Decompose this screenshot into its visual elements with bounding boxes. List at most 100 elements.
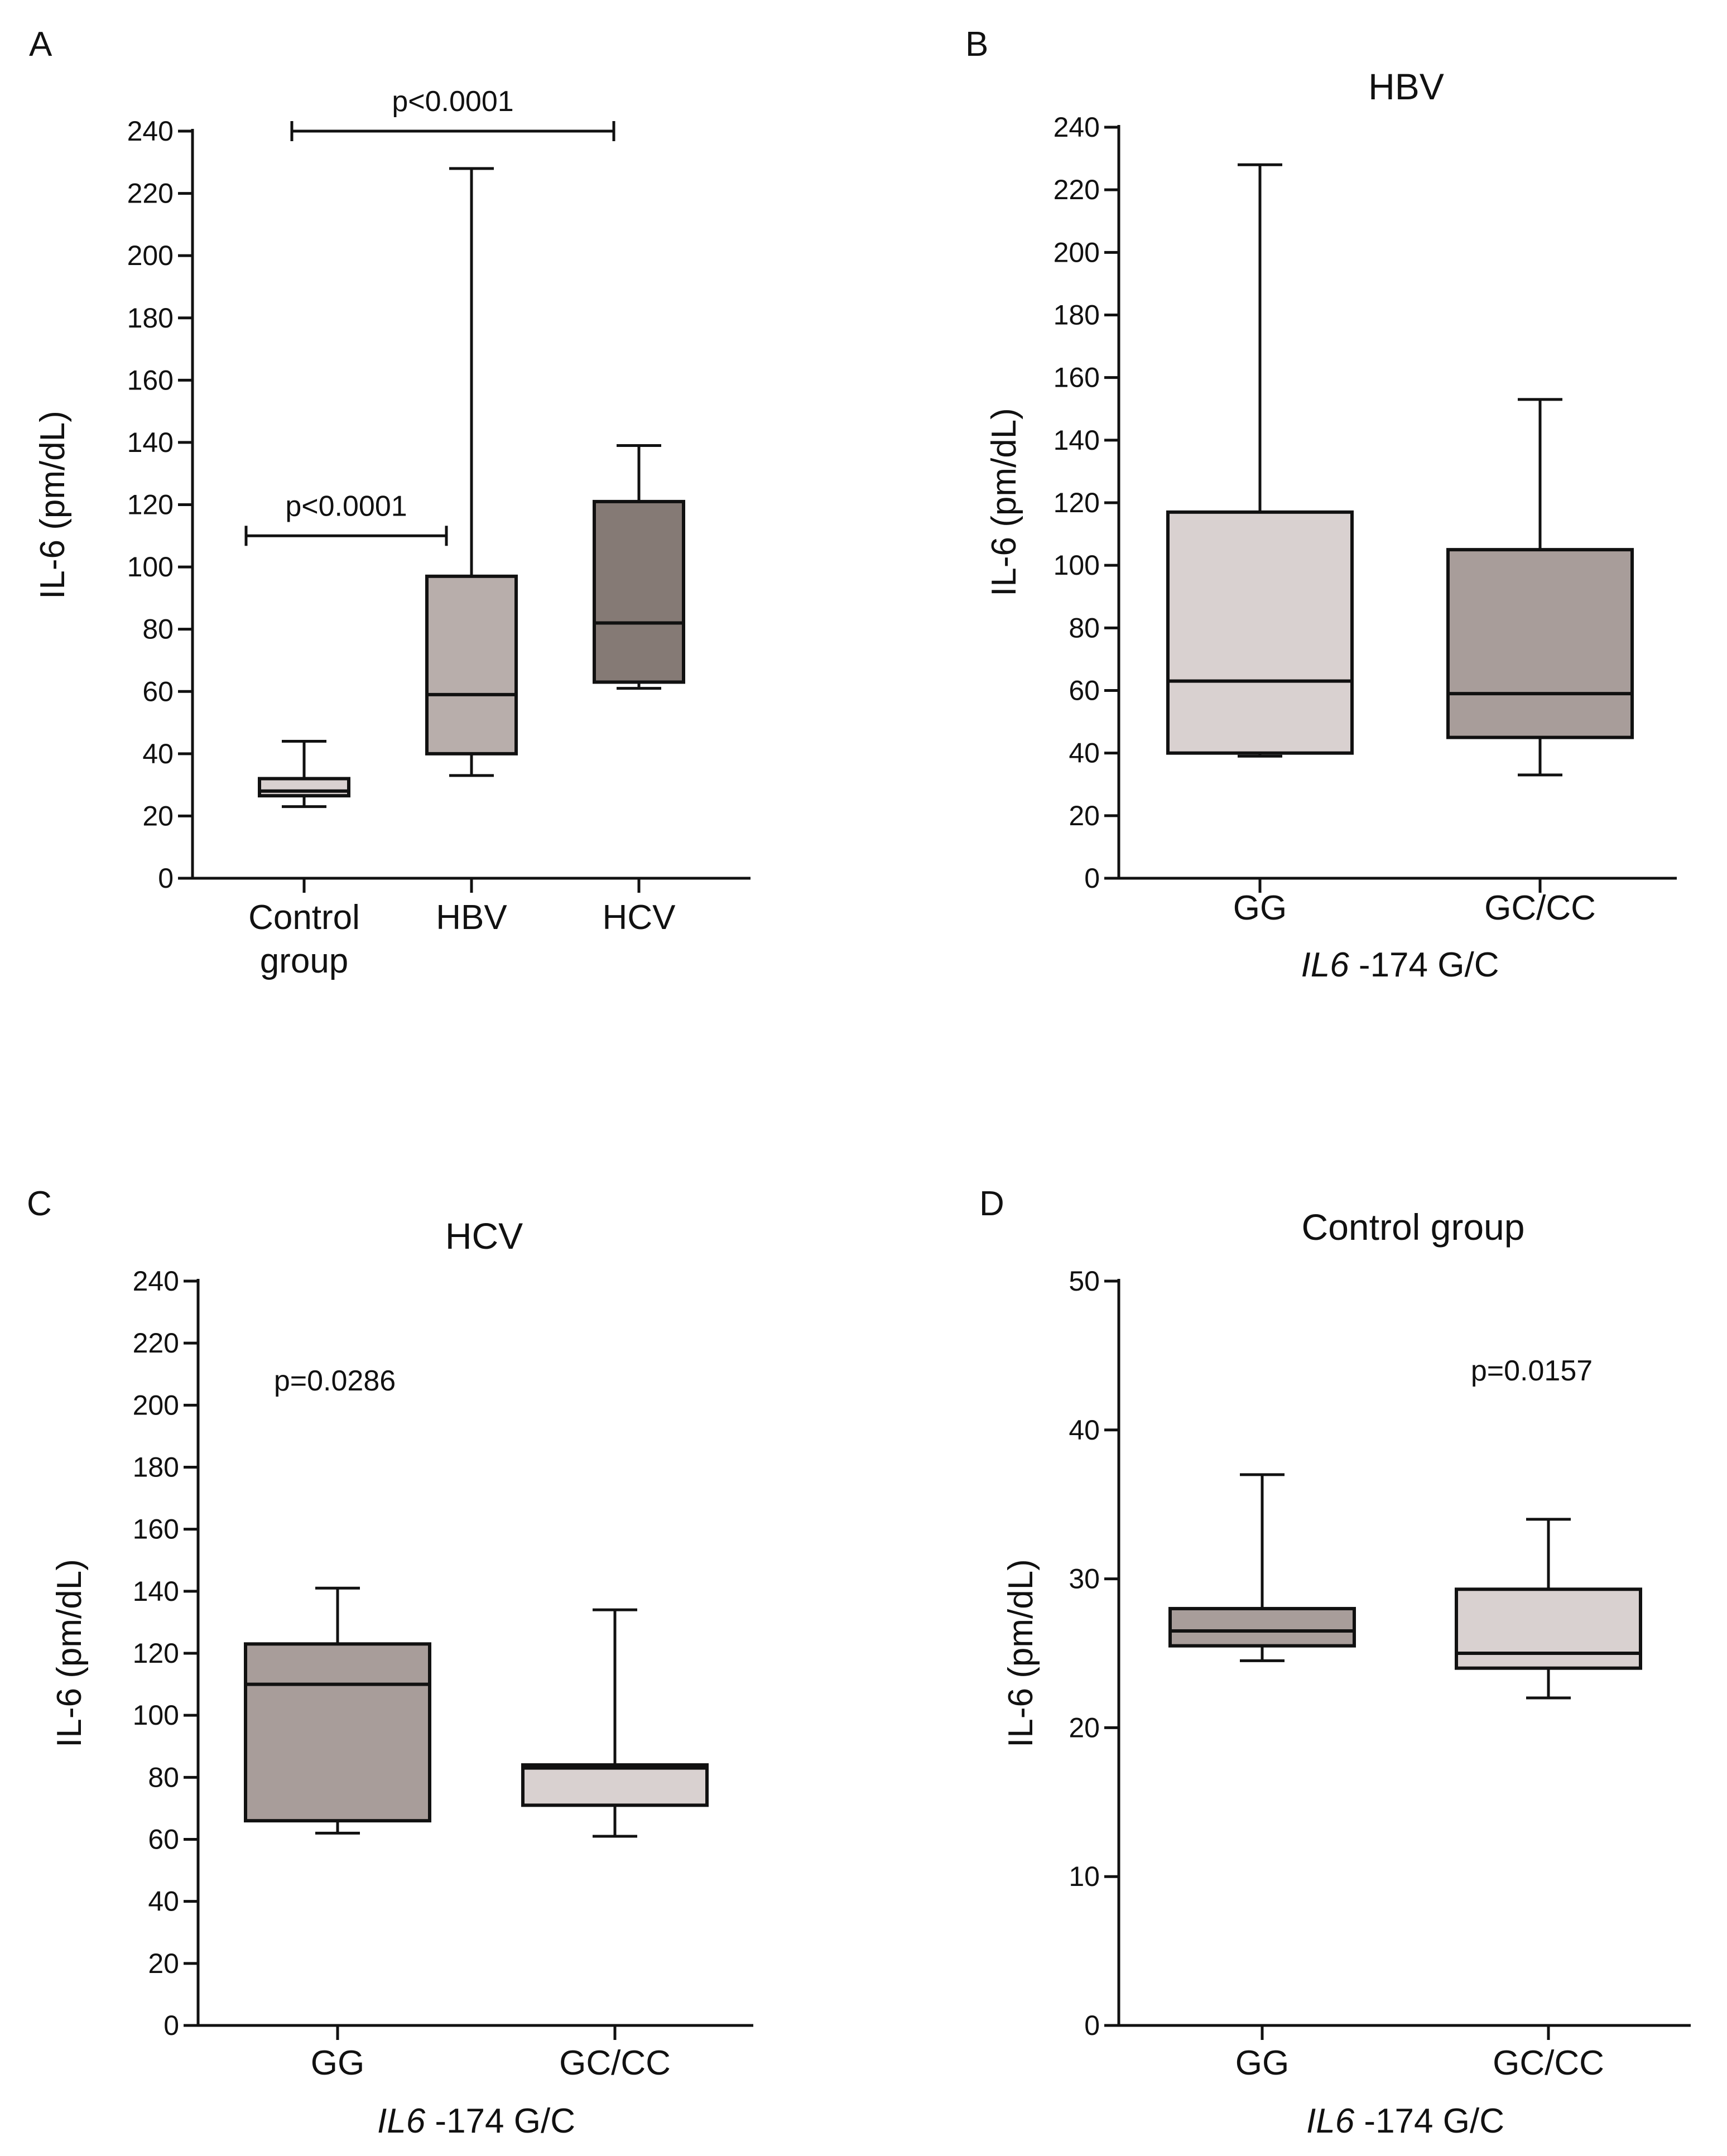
box-0 (1168, 1473, 1356, 1662)
iqr-box (521, 1763, 709, 1807)
y-tick-label: 60 (142, 676, 174, 707)
x-category-label: GC/CC (1493, 2044, 1604, 2082)
p-value-label: p<0.0001 (392, 85, 513, 118)
y-tick-label: 240 (127, 116, 174, 147)
x-axis-label: IL6 -174 G/C (377, 2102, 575, 2140)
y-axis-label: IL-6 (pm/dL) (985, 408, 1023, 596)
chart-title: HCV (445, 1215, 523, 1257)
y-tick-label: 40 (148, 1886, 179, 1917)
y-tick-label: 200 (127, 240, 174, 271)
x-axis-label-gene: IL6 (377, 2102, 426, 2140)
significance-bracket: p<0.0001 (244, 490, 448, 546)
panel-letter: B (965, 25, 988, 64)
box-1 (521, 1608, 709, 1838)
y-tick-label: 40 (1069, 1414, 1100, 1446)
panel-letter: D (979, 1185, 1004, 1223)
box-0 (1166, 163, 1354, 758)
y-tick-label: 120 (1053, 487, 1100, 518)
y-tick-label: 140 (127, 427, 174, 458)
p-value-label: p<0.0001 (285, 490, 407, 522)
box-1 (425, 167, 518, 777)
box-1 (1446, 398, 1634, 777)
iqr-box (1166, 510, 1354, 755)
y-tick-label: 20 (1069, 800, 1100, 831)
y-tick-label: 240 (1053, 112, 1100, 143)
box-0 (244, 1586, 431, 1835)
x-category-label: GG (1233, 889, 1287, 927)
y-axis-label: IL-6 (pm/dL) (33, 411, 72, 599)
y-tick-label: 160 (1053, 362, 1100, 393)
y-tick-label: 20 (1069, 1712, 1100, 1743)
iqr-box (425, 574, 518, 755)
y-tick-label: 50 (1069, 1265, 1100, 1297)
box-1 (1455, 1518, 1642, 1700)
y-tick-label: 30 (1069, 1563, 1100, 1595)
y-tick-label: 20 (142, 800, 174, 831)
iqr-box (1446, 548, 1634, 739)
y-tick-label: 80 (1069, 612, 1100, 643)
y-tick-label: 40 (1069, 738, 1100, 769)
y-axis-label: IL-6 (pm/dL) (50, 1559, 89, 1748)
y-tick-label: 240 (133, 1265, 179, 1297)
panel-letter: C (27, 1185, 52, 1223)
iqr-box (1455, 1587, 1642, 1670)
y-tick-label: 100 (127, 551, 174, 583)
y-tick-label: 180 (133, 1452, 179, 1483)
x-category-label: GG (311, 2044, 364, 2082)
panel-b: B HBV 0 20 40 60 80 100 120 140 160 180 200 220 240 IL-… (965, 25, 1677, 984)
panel-letter: A (29, 25, 52, 64)
p-value-label: p=0.0286 (274, 1365, 396, 1397)
iqr-box (244, 1642, 431, 1823)
y-tick-label: 160 (127, 364, 174, 396)
x-category-label: HBV (436, 898, 507, 937)
y-tick-label: 0 (158, 863, 174, 894)
significance-bracket: p<0.0001 (290, 85, 615, 141)
y-tick-label: 180 (1053, 300, 1100, 331)
y-tick-label: 200 (133, 1389, 179, 1421)
x-category-label: GC/CC (1484, 889, 1596, 927)
y-tick-label: 140 (1053, 425, 1100, 456)
box-0 (258, 740, 350, 808)
y-tick-label: 60 (1069, 675, 1100, 706)
y-tick-label: 0 (1084, 863, 1100, 894)
y-tick-label: 80 (148, 1762, 179, 1793)
y-tick-label: 40 (142, 738, 174, 769)
y-tick-label: 80 (142, 614, 174, 645)
iqr-box (258, 777, 350, 798)
y-tick-label: 100 (1053, 550, 1100, 581)
x-category-label: HCV (603, 898, 676, 937)
y-tick-label: 10 (1069, 1861, 1100, 1892)
x-category-label: GC/CC (559, 2044, 671, 2082)
y-tick-label: 180 (127, 302, 174, 334)
y-tick-label: 60 (148, 1824, 179, 1855)
panel-c: C HCV 0 20 40 60 80 100 120 140 160 180 200 220 240 IL-… (27, 1185, 753, 2140)
y-tick-label: 120 (133, 1638, 179, 1669)
chart-title: HBV (1368, 66, 1444, 107)
y-tick-label: 0 (163, 2010, 179, 2041)
x-axis-label: IL6 -174 G/C (1301, 946, 1499, 984)
p-value-label: p=0.0157 (1471, 1355, 1593, 1387)
x-axis-label-variant: -174 G/C (1354, 2102, 1504, 2140)
panel-d: D Control group 0 10 20 30 40 50 IL-6 (pm/dL) GG G… (979, 1185, 1691, 2140)
x-category-label: Control (248, 898, 360, 937)
x-category-label: group (260, 942, 349, 980)
x-category-label: GG (1235, 2044, 1289, 2082)
y-tick-label: 0 (1084, 2010, 1100, 2041)
y-tick-label: 220 (133, 1327, 179, 1359)
chart-title: Control group (1302, 1206, 1525, 1248)
box-2 (593, 444, 685, 690)
y-tick-label: 220 (1053, 174, 1100, 205)
y-tick-label: 160 (133, 1514, 179, 1545)
iqr-box (593, 499, 685, 684)
x-axis-label-variant: -174 G/C (425, 2102, 575, 2140)
panel-a: A 0 20 40 60 80 100 120 140 160 180 200 220 240 IL-6 (… (29, 25, 751, 980)
y-tick-label: 120 (127, 489, 174, 521)
x-axis-label-variant: -174 G/C (1349, 946, 1499, 984)
y-tick-label: 220 (127, 178, 174, 209)
y-tick-label: 200 (1053, 237, 1100, 268)
y-tick-label: 100 (133, 1700, 179, 1731)
x-axis-label-gene: IL6 (1301, 946, 1350, 984)
y-tick-label: 140 (133, 1576, 179, 1607)
y-axis-label: IL-6 (pm/dL) (1002, 1559, 1040, 1748)
